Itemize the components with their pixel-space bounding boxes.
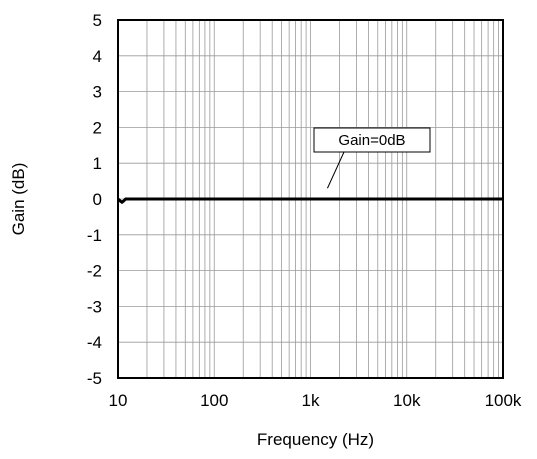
- x-tick-label: 10: [109, 391, 128, 410]
- y-tick-label: 1: [93, 154, 102, 173]
- y-tick-label: -2: [87, 262, 102, 281]
- y-tick-label: 4: [93, 47, 102, 66]
- y-tick-label: 3: [93, 83, 102, 102]
- y-tick-label: 5: [93, 11, 102, 30]
- x-tick-labels: 10 100 1k 10k 100k: [109, 391, 522, 410]
- x-tick-label: 100k: [485, 391, 522, 410]
- y-tick-label: -3: [87, 297, 102, 316]
- annotation-box: [313, 127, 431, 153]
- x-tick-label: 1k: [302, 391, 320, 410]
- y-tick-label: -5: [87, 369, 102, 388]
- plot-frame: [117, 19, 504, 379]
- x-tick-label: 10k: [393, 391, 421, 410]
- x-axis-title: Frequency (Hz): [257, 430, 374, 449]
- y-tick-label: 2: [93, 118, 102, 137]
- y-axis-title: Gain (dB): [9, 163, 28, 236]
- y-tick-label: -4: [87, 333, 102, 352]
- y-tick-label: 0: [93, 190, 102, 209]
- x-tick-label: 100: [200, 391, 228, 410]
- y-tick-label: -1: [87, 226, 102, 245]
- y-tick-labels: 5 4 3 2 1 0 -1 -2 -3 -4 -5: [87, 11, 102, 388]
- annotation-leader-line: [326, 151, 345, 189]
- series-lines: [117, 197, 503, 205]
- annotation-label: Gain=0dB: [338, 132, 405, 149]
- series-line: [117, 197, 503, 205]
- annotation: Gain=0dB: [313, 127, 431, 189]
